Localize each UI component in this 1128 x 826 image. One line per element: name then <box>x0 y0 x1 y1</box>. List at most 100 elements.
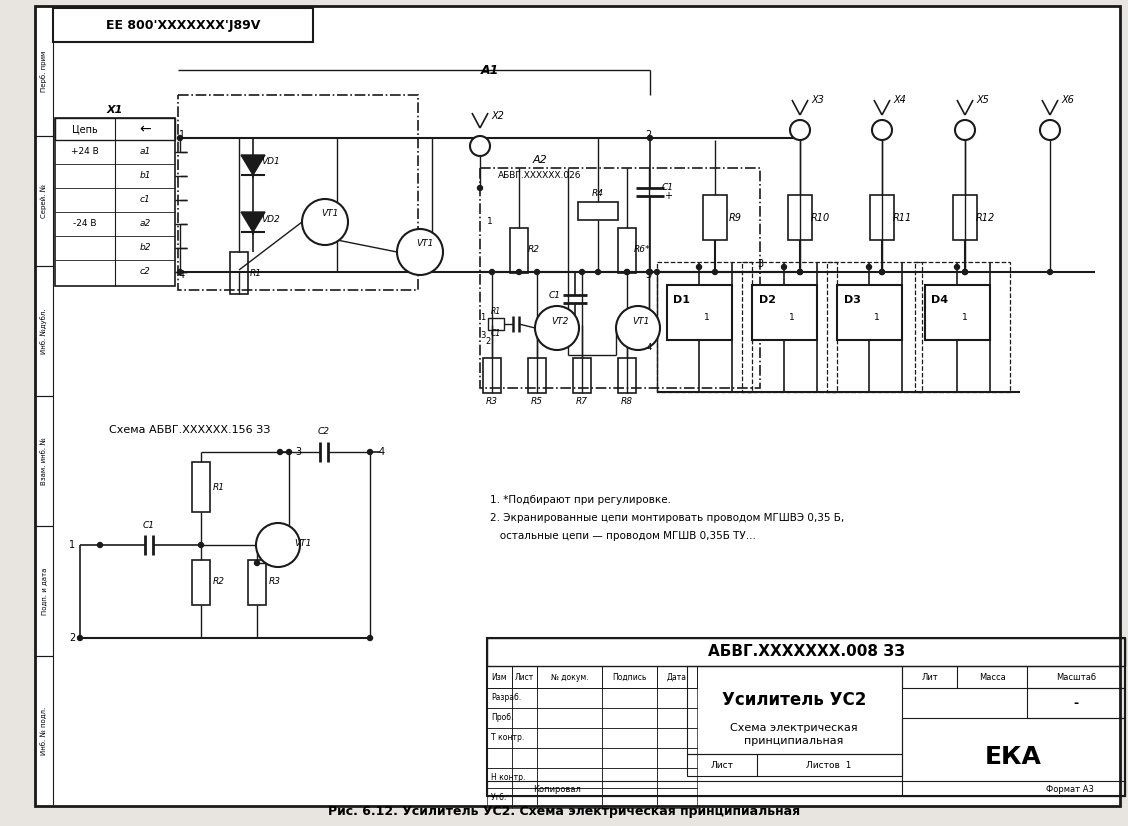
Bar <box>512 688 537 708</box>
Circle shape <box>596 269 600 274</box>
Bar <box>537 728 602 748</box>
Text: VD2: VD2 <box>262 216 281 225</box>
Text: -: - <box>1074 696 1078 710</box>
Text: X5: X5 <box>977 95 989 105</box>
Text: ЕКА: ЕКА <box>985 745 1042 769</box>
Text: R4: R4 <box>592 189 603 198</box>
Circle shape <box>880 269 884 274</box>
Circle shape <box>625 269 629 274</box>
Text: Н контр.: Н контр. <box>491 773 526 782</box>
Bar <box>656 748 697 768</box>
Text: D1: D1 <box>673 295 690 305</box>
Text: R10: R10 <box>810 213 829 223</box>
Text: 4: 4 <box>179 270 185 280</box>
Text: АБВГ.XXXXXX.026: АБВГ.XXXXXX.026 <box>499 172 582 181</box>
Text: R8: R8 <box>622 397 633 406</box>
Text: 3: 3 <box>645 270 651 280</box>
Bar <box>788 195 812 240</box>
Circle shape <box>78 635 82 640</box>
Bar <box>537 666 602 688</box>
Text: Схема электрическая: Схема электрическая <box>730 723 857 733</box>
Bar <box>870 195 895 240</box>
Bar <box>487 688 512 708</box>
Bar <box>178 95 418 290</box>
Bar <box>602 728 656 748</box>
Circle shape <box>782 264 786 269</box>
Text: 1: 1 <box>962 314 968 322</box>
Bar <box>537 748 602 768</box>
Bar <box>192 462 210 512</box>
Text: D4: D4 <box>932 295 949 305</box>
Text: Лист: Лист <box>514 672 535 681</box>
Bar <box>487 666 512 688</box>
Bar <box>35 656 53 806</box>
Bar <box>687 666 902 754</box>
Text: № докум.: № докум. <box>550 672 589 681</box>
Circle shape <box>477 186 483 191</box>
Bar <box>837 285 902 340</box>
Polygon shape <box>241 212 265 232</box>
Text: R7: R7 <box>576 397 588 406</box>
Bar <box>512 788 537 808</box>
Text: 1: 1 <box>481 314 486 322</box>
Circle shape <box>954 264 960 269</box>
Text: D2: D2 <box>758 295 776 305</box>
Text: C1: C1 <box>491 330 501 339</box>
Bar <box>578 202 618 220</box>
Bar <box>483 358 501 393</box>
Bar <box>510 228 528 273</box>
Text: 1: 1 <box>874 314 880 322</box>
Circle shape <box>962 269 968 274</box>
Circle shape <box>535 306 579 350</box>
Text: R9: R9 <box>729 213 741 223</box>
Circle shape <box>790 120 810 140</box>
Text: 1: 1 <box>790 314 795 322</box>
Text: Усилитель УС2: Усилитель УС2 <box>722 691 866 709</box>
Text: АБВГ.XXXXXXX.008 ЗЗ: АБВГ.XXXXXXX.008 ЗЗ <box>707 644 905 659</box>
Circle shape <box>397 229 443 275</box>
Polygon shape <box>241 155 265 175</box>
Text: C1: C1 <box>549 292 561 301</box>
Bar <box>192 560 210 605</box>
Circle shape <box>580 269 584 274</box>
Text: Рис. 6.12. Усилитель УС2. Схема электрическая принципиальная: Рис. 6.12. Усилитель УС2. Схема электрич… <box>328 805 800 819</box>
Bar <box>230 252 248 294</box>
Circle shape <box>646 269 652 274</box>
Text: Проб.: Проб. <box>491 714 513 723</box>
Circle shape <box>255 561 259 566</box>
Bar <box>35 6 53 136</box>
Text: Дата: Дата <box>667 672 687 681</box>
Text: 3: 3 <box>294 447 301 457</box>
Text: A2: A2 <box>532 155 547 165</box>
Text: Масса: Масса <box>979 672 1005 681</box>
Text: R1: R1 <box>250 268 262 278</box>
Circle shape <box>177 135 183 140</box>
Bar <box>656 788 697 808</box>
Text: R2: R2 <box>528 245 540 254</box>
Text: Изм: Изм <box>492 672 508 681</box>
Circle shape <box>97 543 103 548</box>
Bar <box>656 262 752 392</box>
Circle shape <box>866 264 872 269</box>
Text: Инб. №дубл.: Инб. №дубл. <box>41 308 47 354</box>
Bar <box>953 195 977 240</box>
Text: Утб.: Утб. <box>491 794 508 803</box>
Text: R11: R11 <box>892 213 911 223</box>
Text: Подпись: Подпись <box>613 672 646 681</box>
Circle shape <box>696 264 702 269</box>
Circle shape <box>872 120 892 140</box>
Text: 1: 1 <box>69 540 76 550</box>
Bar <box>667 285 732 340</box>
Text: +: + <box>664 191 672 201</box>
Bar <box>512 708 537 728</box>
Text: 2: 2 <box>485 338 491 346</box>
Text: c2: c2 <box>140 268 150 277</box>
Text: a1: a1 <box>140 148 151 156</box>
Circle shape <box>1048 269 1052 274</box>
Bar <box>687 754 902 776</box>
Bar <box>537 768 602 788</box>
Text: 4: 4 <box>646 344 652 353</box>
Circle shape <box>962 269 968 274</box>
Bar <box>915 262 1010 392</box>
Circle shape <box>256 523 300 567</box>
